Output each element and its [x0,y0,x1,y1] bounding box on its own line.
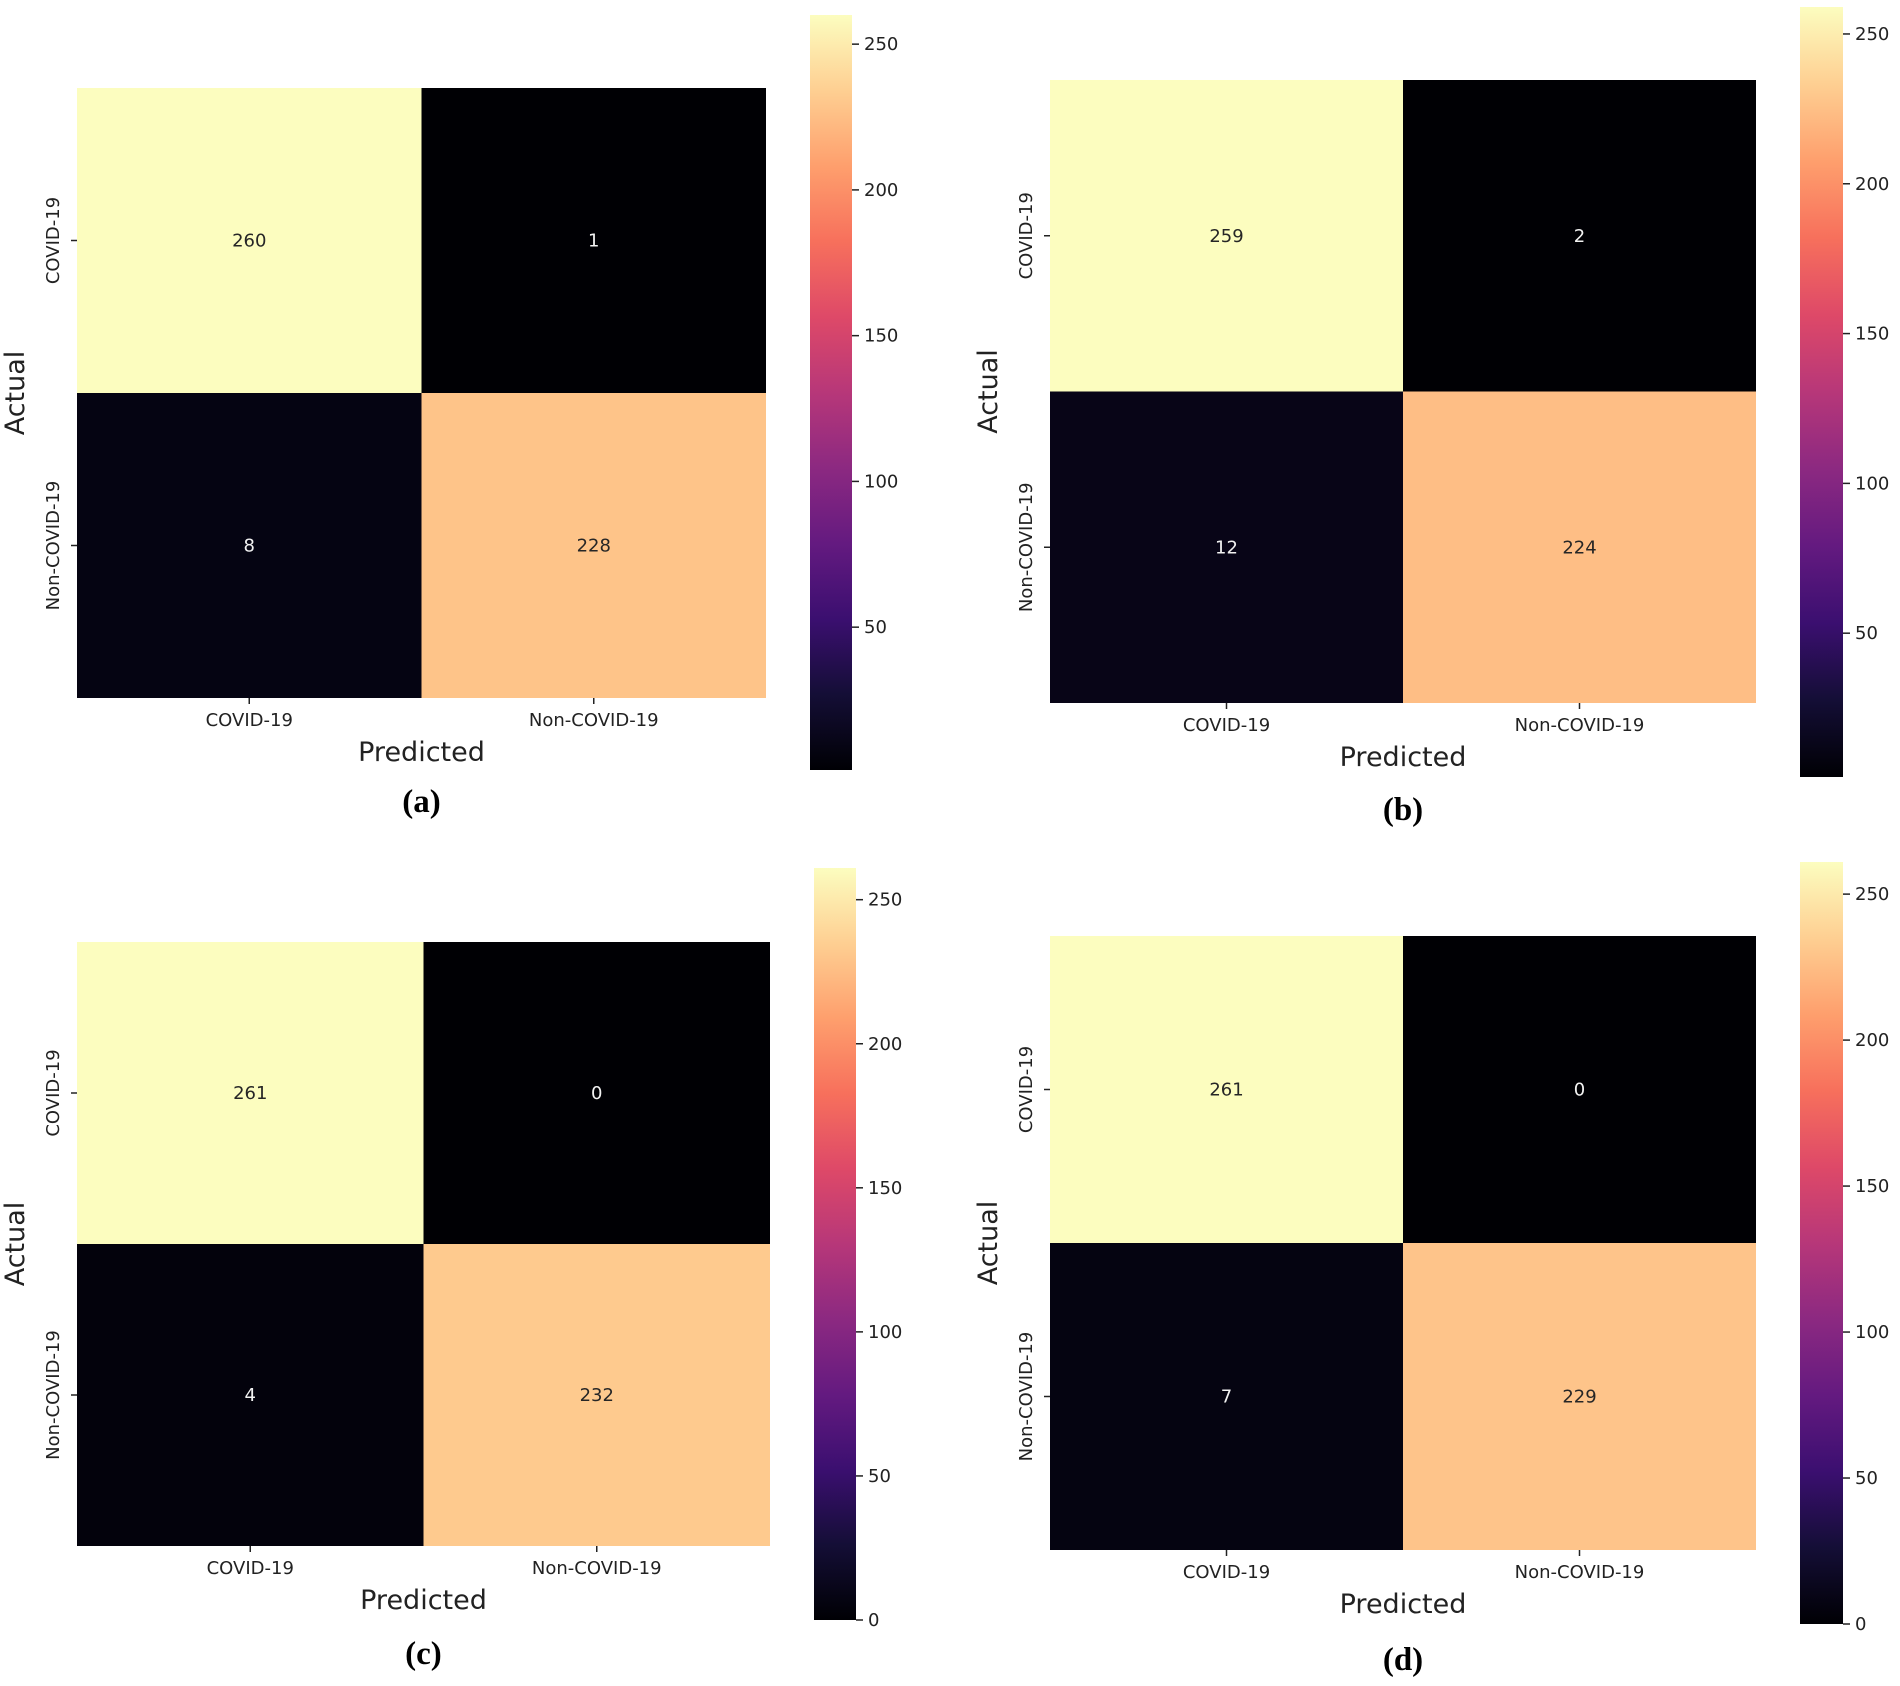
cell-value-label: 0 [591,1083,602,1104]
confusion-matrix-panel-1: 260 1 8 228 COVID-19 Non-COVID-19 COVID-19 Non-… [0,15,898,820]
panel-caption: (b) [1383,792,1423,828]
cell-value-label: 259 [1209,226,1243,247]
y-tick-label: COVID-19 [43,197,64,284]
colorbar-tick-label: 150 [868,1178,902,1199]
panel-caption: (c) [405,1636,442,1672]
colorbar-tick-label: 100 [1855,1322,1889,1343]
cell-value-label: 260 [232,231,266,252]
heatmap-cell [1403,80,1756,392]
colorbar [1800,7,1843,777]
heatmap-cell [1403,391,1756,703]
panel-caption: (a) [402,784,440,820]
x-tick-label: COVID-19 [1183,715,1270,736]
y-axis-title: Actual [973,1201,1004,1286]
cell-value-label: 12 [1215,537,1238,558]
confusion-matrix-panel-4: 261 0 7 229 COVID-19 Non-COVID-19 COVID-19 Non-… [973,862,1889,1678]
y-axis-title: Actual [0,351,31,436]
y-tick-label: Non-COVID-19 [43,481,64,611]
x-tick-label: COVID-19 [1183,1562,1270,1583]
x-tick-label: COVID-19 [206,710,293,731]
colorbar-tick-label: 200 [1855,1030,1889,1051]
colorbar-tick-label: 50 [1855,1468,1878,1489]
colorbar-tick-label: 250 [864,34,898,55]
x-tick-label: Non-COVID-19 [529,710,659,731]
confusion-matrix-panel-2: 259 2 12 224 COVID-19 Non-COVID-19 COVID-19 Non… [973,7,1889,828]
x-tick-label: COVID-19 [207,1558,294,1579]
x-axis-title: Predicted [1340,742,1467,773]
y-tick-label: COVID-19 [1016,1046,1037,1133]
y-tick-label: COVID-19 [43,1049,64,1136]
cell-value-label: 8 [244,536,255,557]
colorbar [810,15,852,770]
y-tick-label: Non-COVID-19 [1016,1332,1037,1462]
colorbar-tick-label: 100 [1855,473,1889,494]
cell-value-label: 229 [1562,1387,1596,1408]
colorbar-tick-label: 0 [1855,1614,1866,1635]
cell-value-label: 1 [588,231,599,252]
x-axis-title: Predicted [360,1585,487,1616]
heatmap-cell [1403,1243,1756,1550]
heatmap-cell [1050,391,1403,703]
colorbar-tick-label: 50 [864,617,887,638]
x-axis-title: Predicted [358,737,485,768]
cell-value-label: 261 [1209,1080,1243,1101]
colorbar-tick-label: 200 [868,1034,902,1055]
heatmap-cell [423,942,770,1244]
colorbar-tick-label: 0 [868,1610,879,1631]
x-tick-label: Non-COVID-19 [532,1558,662,1579]
colorbar-tick-label: 50 [1855,623,1878,644]
colorbar-tick-label: 100 [864,471,898,492]
colorbar-tick-label: 200 [864,180,898,201]
colorbar-tick-label: 150 [864,326,898,347]
colorbar-tick-label: 50 [868,1466,891,1487]
heatmap-cell [77,88,422,393]
y-axis-title: Actual [0,1202,31,1287]
heatmap-cell [77,942,424,1244]
colorbar-tick-label: 150 [1855,1176,1889,1197]
heatmap-cell [1050,1243,1403,1550]
colorbar [1800,862,1843,1624]
colorbar-tick-label: 100 [868,1322,902,1343]
x-axis-title: Predicted [1340,1589,1467,1620]
heatmap-cell [423,1244,770,1546]
heatmap-cell [77,1244,424,1546]
cell-value-label: 224 [1562,537,1596,558]
cell-value-label: 7 [1221,1387,1232,1408]
y-axis-title: Actual [973,349,1004,434]
y-tick-label: Non-COVID-19 [1016,482,1037,612]
heatmap-cell [421,393,766,698]
cell-value-label: 2 [1574,226,1585,247]
x-tick-label: Non-COVID-19 [1515,715,1645,736]
heatmap-cell [1050,936,1403,1243]
heatmap-cell [1403,936,1756,1243]
cell-value-label: 4 [245,1385,256,1406]
cell-value-label: 0 [1574,1080,1585,1101]
cell-value-label: 232 [580,1385,614,1406]
colorbar [814,868,856,1620]
x-tick-label: Non-COVID-19 [1515,1562,1645,1583]
heatmap-cell [77,393,422,698]
colorbar-tick-label: 150 [1855,324,1889,345]
y-tick-label: Non-COVID-19 [43,1330,64,1460]
y-tick-label: COVID-19 [1016,192,1037,279]
cell-value-label: 261 [233,1083,267,1104]
panel-caption: (d) [1383,1642,1423,1678]
heatmap-cell [421,88,766,393]
cell-value-label: 228 [577,536,611,557]
colorbar-tick-label: 250 [1855,24,1889,45]
confusion-matrix-panel-3: 261 0 4 232 COVID-19 Non-COVID-19 COVID-19 Non-… [0,868,902,1672]
colorbar-tick-label: 250 [868,890,902,911]
colorbar-tick-label: 250 [1855,884,1889,905]
heatmap-cell [1050,80,1403,392]
colorbar-tick-label: 200 [1855,174,1889,195]
